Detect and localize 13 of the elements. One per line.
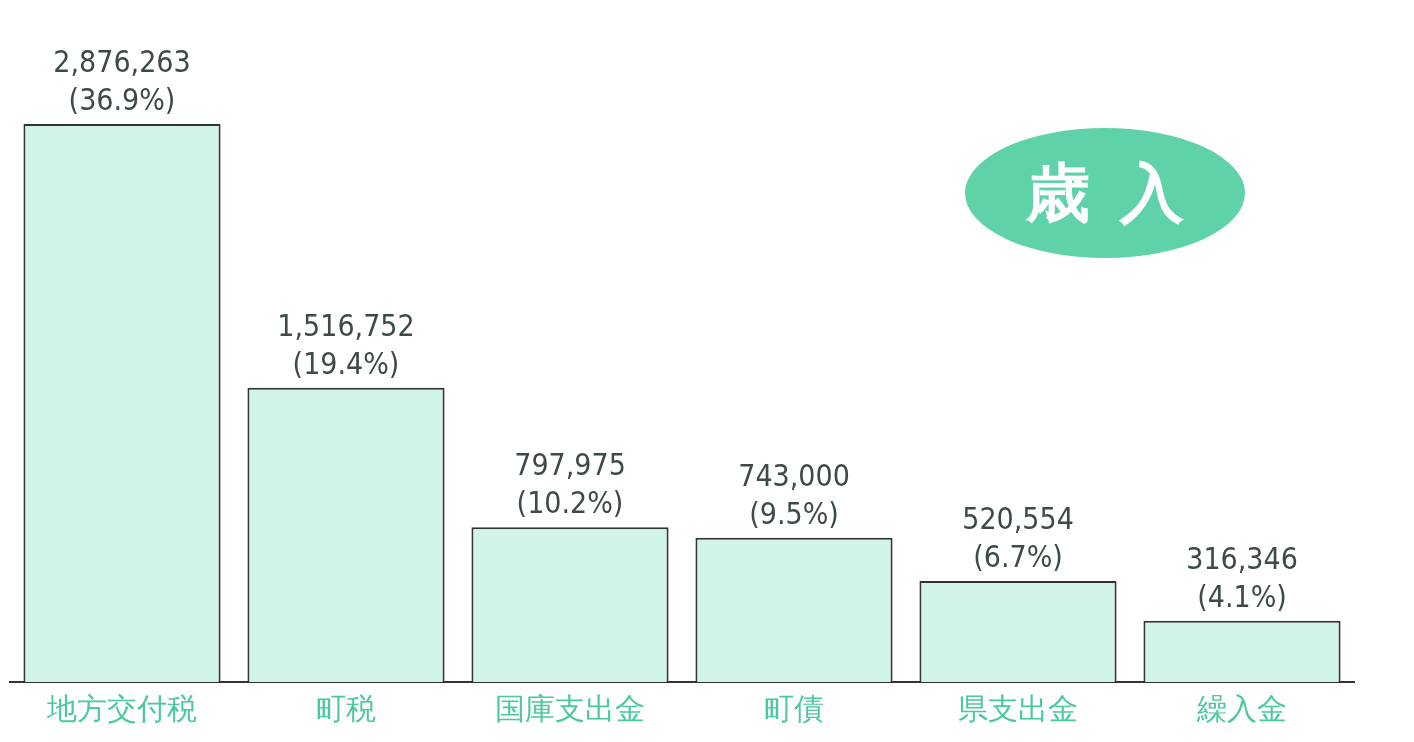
data-label: 520,554 (6.7%): [962, 501, 1074, 575]
data-label: 743,000 (9.5%): [738, 457, 850, 531]
x-tick-label: 県支出金: [958, 692, 1078, 726]
x-tick-label: 町税: [316, 692, 376, 726]
data-label: 316,346 (4.1%): [1186, 540, 1298, 614]
data-label: 797,975 (10.2%): [514, 447, 626, 521]
x-tick-label: 国庫支出金: [495, 692, 645, 726]
x-tick-label: 地方交付税: [46, 692, 197, 726]
x-tick-label: 町債: [764, 692, 824, 726]
data-label: 1,516,752 (19.4%): [277, 307, 415, 381]
x-tick-label: 繰入金: [1196, 692, 1287, 726]
text: 歳入: [965, 128, 1245, 258]
data-label: 2,876,263 (36.9%): [53, 44, 191, 117]
